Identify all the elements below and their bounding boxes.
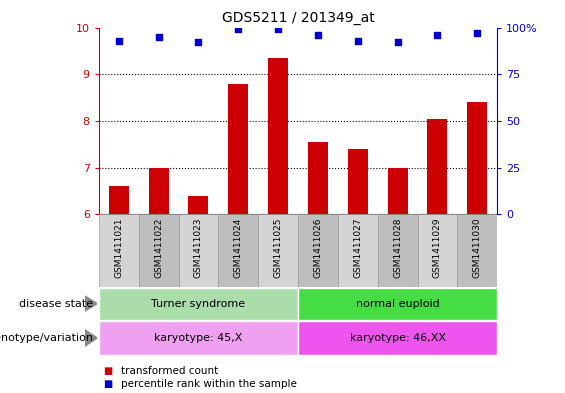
Bar xyxy=(99,321,298,355)
Text: GSM1411021: GSM1411021 xyxy=(114,218,123,278)
Text: GSM1411023: GSM1411023 xyxy=(194,218,203,278)
Point xyxy=(473,30,482,36)
Bar xyxy=(308,142,328,214)
Text: percentile rank within the sample: percentile rank within the sample xyxy=(121,379,297,389)
Polygon shape xyxy=(85,296,97,311)
Text: GSM1411027: GSM1411027 xyxy=(353,218,362,278)
Text: GSM1411029: GSM1411029 xyxy=(433,218,442,278)
Text: ■: ■ xyxy=(103,365,112,376)
Text: karyotype: 46,XX: karyotype: 46,XX xyxy=(350,333,446,343)
Text: GSM1411026: GSM1411026 xyxy=(314,218,323,278)
Bar xyxy=(258,214,298,287)
Point xyxy=(273,26,282,33)
Bar xyxy=(298,214,338,287)
Bar xyxy=(418,214,458,287)
Text: GSM1411025: GSM1411025 xyxy=(273,218,282,278)
Text: genotype/variation: genotype/variation xyxy=(0,333,93,343)
Bar xyxy=(99,288,298,320)
Point xyxy=(154,34,163,40)
Bar xyxy=(268,58,288,214)
Text: GSM1411024: GSM1411024 xyxy=(234,218,243,278)
Text: GSM1411022: GSM1411022 xyxy=(154,218,163,278)
Polygon shape xyxy=(85,330,97,346)
Text: ■: ■ xyxy=(103,379,112,389)
Bar xyxy=(139,214,179,287)
Text: transformed count: transformed count xyxy=(121,365,219,376)
Bar xyxy=(467,102,487,214)
Point xyxy=(353,37,362,44)
Point xyxy=(393,39,402,46)
Bar xyxy=(378,214,418,287)
Bar xyxy=(219,214,258,287)
Point xyxy=(194,39,203,46)
Bar xyxy=(298,321,497,355)
Bar xyxy=(388,167,407,214)
Text: karyotype: 45,X: karyotype: 45,X xyxy=(154,333,242,343)
Bar xyxy=(458,214,497,287)
Point xyxy=(433,32,442,38)
Bar xyxy=(338,214,378,287)
Bar xyxy=(228,83,248,214)
Bar xyxy=(189,195,208,214)
Bar xyxy=(109,186,129,214)
Point xyxy=(314,32,323,38)
Text: GSM1411030: GSM1411030 xyxy=(473,218,482,279)
Bar xyxy=(298,288,497,320)
Text: GSM1411028: GSM1411028 xyxy=(393,218,402,278)
Bar xyxy=(179,214,219,287)
Bar xyxy=(348,149,368,214)
Text: disease state: disease state xyxy=(19,299,93,309)
Point xyxy=(234,26,243,33)
Point xyxy=(114,37,123,44)
Text: normal euploid: normal euploid xyxy=(356,299,440,309)
Bar xyxy=(99,214,139,287)
Bar xyxy=(149,167,168,214)
Title: GDS5211 / 201349_at: GDS5211 / 201349_at xyxy=(221,11,375,25)
Bar xyxy=(428,119,447,214)
Text: Turner syndrome: Turner syndrome xyxy=(151,299,246,309)
